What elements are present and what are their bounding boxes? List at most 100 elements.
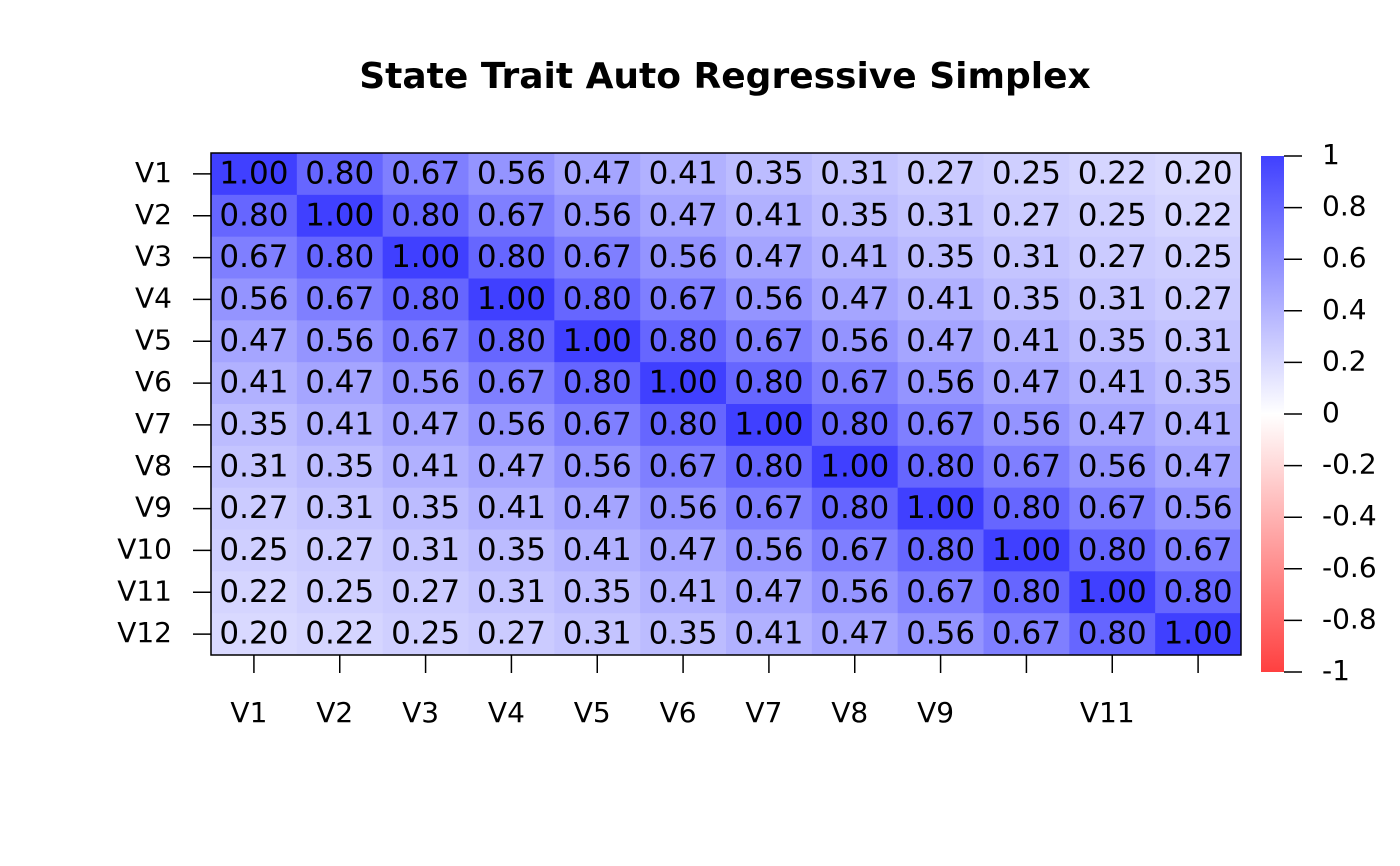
cell (1069, 487, 1156, 530)
cell-label: 0.80 (563, 281, 632, 317)
cell-label: 0.27 (906, 155, 975, 191)
cell (1155, 278, 1242, 321)
cell (983, 445, 1070, 489)
colorbar-tick-label: -0.8 (1322, 602, 1377, 635)
cell (211, 362, 298, 405)
cell-label: 0.56 (649, 490, 718, 526)
cell-label: 1.00 (563, 323, 632, 359)
cell (554, 153, 641, 196)
cell (726, 487, 813, 530)
cell-label: 0.27 (219, 490, 288, 526)
cell-label: 0.27 (1164, 281, 1233, 317)
cell (897, 320, 984, 363)
cell (554, 613, 641, 656)
cell-label: 0.80 (563, 365, 632, 401)
cell (1155, 194, 1242, 238)
cell (211, 320, 298, 363)
chart-title: State Trait Auto Regressive Simplex (359, 56, 1091, 97)
cell (897, 194, 984, 238)
cell-label: 0.56 (906, 616, 975, 652)
cell (382, 362, 469, 405)
cell (1155, 445, 1242, 489)
cell (1155, 236, 1242, 279)
cell (1155, 362, 1242, 405)
cell (983, 320, 1070, 363)
cell-label: 0.22 (219, 574, 288, 610)
cell-label: 0.47 (1164, 448, 1233, 484)
cell-label: 0.35 (391, 490, 460, 526)
cell (1069, 529, 1156, 572)
cell-label: 1.00 (1078, 574, 1147, 610)
cell-label: 0.80 (391, 281, 460, 317)
cell (468, 194, 555, 238)
cell (468, 529, 555, 572)
cell-label: 0.27 (477, 616, 546, 652)
cell-label: 0.80 (649, 323, 718, 359)
cell-label: 0.56 (820, 574, 889, 610)
cell (554, 404, 641, 447)
cell (1069, 613, 1156, 656)
cell (1155, 487, 1242, 530)
cell (897, 529, 984, 572)
cell (897, 613, 984, 656)
cell (382, 487, 469, 530)
cell-label: 1.00 (906, 490, 975, 526)
cell (296, 320, 384, 363)
cell (382, 320, 469, 363)
cell-label: 0.80 (305, 155, 374, 191)
cell (640, 487, 727, 530)
y-tick-label: V11 (117, 574, 172, 607)
cell-label: 0.80 (1164, 574, 1233, 610)
cell-label: 0.67 (734, 490, 803, 526)
cell (296, 445, 384, 489)
cell (897, 236, 984, 279)
cell (468, 445, 555, 489)
cell (811, 362, 899, 405)
color-bar (1261, 156, 1284, 672)
cell-label: 0.22 (1164, 197, 1233, 233)
cell-label: 0.80 (219, 197, 288, 233)
cell (640, 613, 727, 656)
cell (640, 404, 727, 447)
cell (726, 153, 813, 196)
cell-label: 0.80 (1078, 532, 1147, 568)
cell-label: 0.35 (820, 197, 889, 233)
cell-label: 0.27 (992, 197, 1061, 233)
cell-label: 0.35 (734, 155, 803, 191)
cell-label: 0.56 (820, 323, 889, 359)
cell-label: 0.67 (563, 406, 632, 442)
cell (726, 613, 813, 656)
cell (640, 529, 727, 572)
cell-label: 0.31 (305, 490, 374, 526)
cell (211, 278, 298, 321)
cell-label: 0.67 (305, 281, 374, 317)
cell-label: 0.56 (563, 197, 632, 233)
y-tick-label: V7 (135, 407, 172, 440)
cell (640, 571, 727, 614)
cell (468, 613, 555, 656)
cell (468, 404, 555, 447)
cell (211, 194, 298, 238)
cell (382, 236, 469, 279)
cell (468, 320, 555, 363)
colorbar-tick-label: 0 (1322, 396, 1340, 429)
x-tick-label: V1 (230, 696, 267, 729)
cell (811, 194, 899, 238)
cell (468, 236, 555, 279)
y-tick-label: V12 (117, 616, 172, 649)
cell (382, 153, 469, 196)
x-tick-label: V8 (831, 696, 868, 729)
cell (726, 362, 813, 405)
colorbar-tick-label: 0.4 (1322, 293, 1367, 326)
colorbar-tick-label: 0.6 (1322, 241, 1367, 274)
cell-label: 0.20 (219, 616, 288, 652)
y-tick-label: V6 (135, 365, 172, 398)
cell (296, 362, 384, 405)
cell-label: 0.80 (734, 365, 803, 401)
cell-label: 0.47 (734, 239, 803, 275)
cell (640, 153, 727, 196)
cell-label: 0.27 (1078, 239, 1147, 275)
cell (1069, 320, 1156, 363)
x-tick-label: V11 (1080, 696, 1135, 729)
cell (897, 404, 984, 447)
